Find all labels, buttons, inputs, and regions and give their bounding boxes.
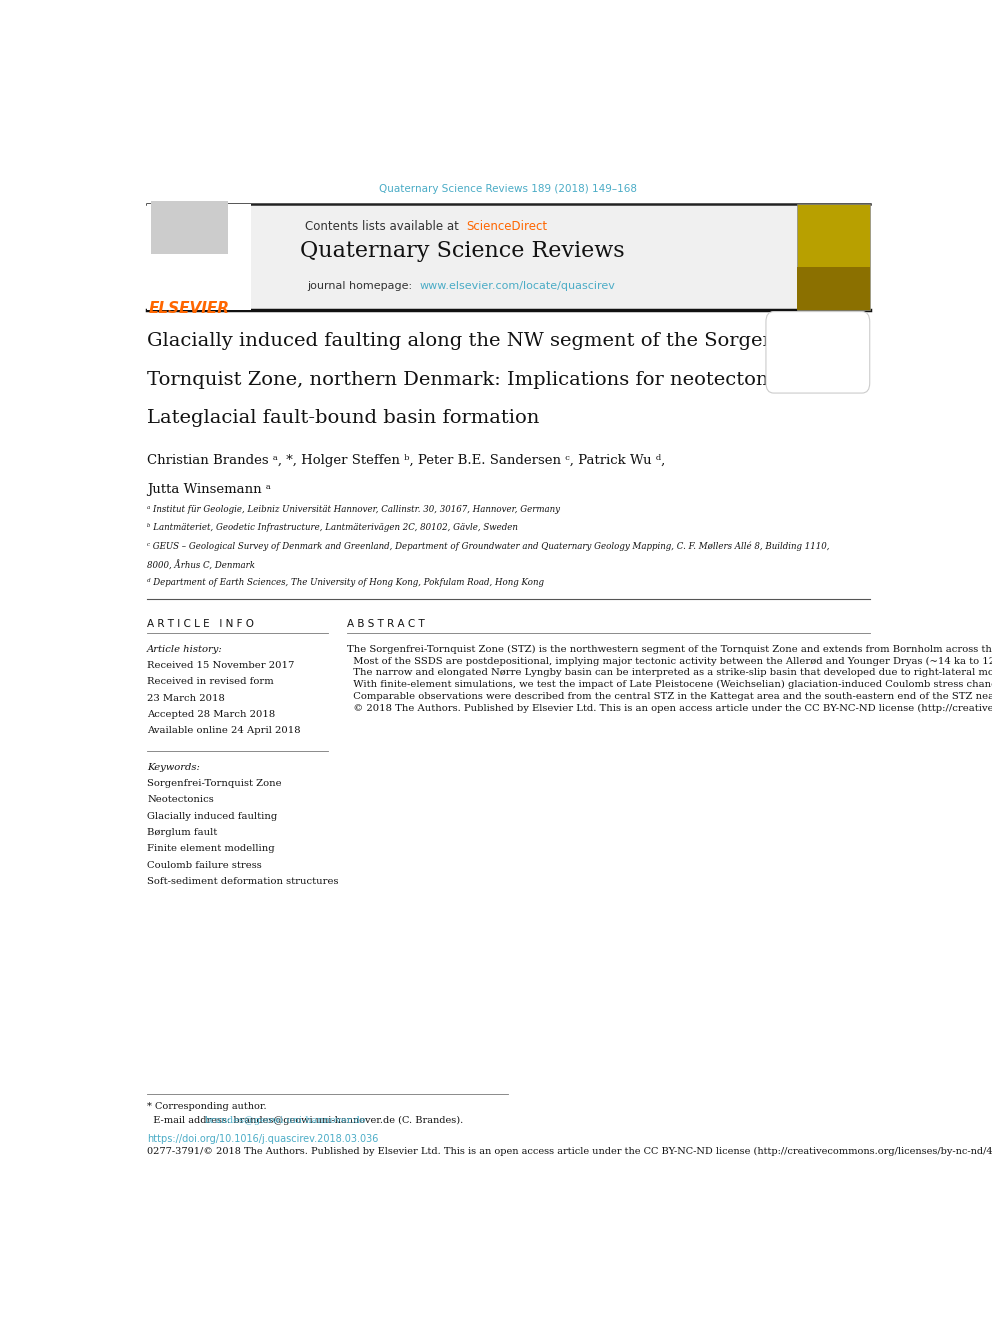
Text: 23 March 2018: 23 March 2018 bbox=[147, 693, 225, 703]
FancyBboxPatch shape bbox=[797, 204, 870, 310]
Text: Quaternary Science Reviews: Quaternary Science Reviews bbox=[300, 241, 625, 262]
Text: Lateglacial fault-bound basin formation: Lateglacial fault-bound basin formation bbox=[147, 409, 540, 427]
Text: Keywords:: Keywords: bbox=[147, 763, 200, 771]
Text: journal homepage:: journal homepage: bbox=[308, 280, 417, 291]
Text: Neotectonics: Neotectonics bbox=[147, 795, 214, 804]
Text: Received 15 November 2017: Received 15 November 2017 bbox=[147, 662, 295, 669]
Text: The Sorgenfrei-Tornquist Zone (STZ) is the northwestern segment of the Tornquist: The Sorgenfrei-Tornquist Zone (STZ) is t… bbox=[347, 644, 992, 713]
Text: 0277-3791/© 2018 The Authors. Published by Elsevier Ltd. This is an open access : 0277-3791/© 2018 The Authors. Published … bbox=[147, 1147, 992, 1156]
Text: ScienceDirect: ScienceDirect bbox=[466, 220, 548, 233]
FancyBboxPatch shape bbox=[151, 201, 228, 254]
Text: Glacially induced faulting: Glacially induced faulting bbox=[147, 812, 278, 820]
Text: ELSEVIER: ELSEVIER bbox=[149, 302, 230, 316]
Text: Christian Brandes ᵃ, *, Holger Steffen ᵇ, Peter B.E. Sandersen ᶜ, Patrick Wu ᵈ,: Christian Brandes ᵃ, *, Holger Steffen ᵇ… bbox=[147, 454, 666, 467]
Text: Jutta Winsemann ᵃ: Jutta Winsemann ᵃ bbox=[147, 483, 271, 496]
Text: Sorgenfrei-Tornquist Zone: Sorgenfrei-Tornquist Zone bbox=[147, 779, 282, 789]
Text: Quaternary Science Reviews 189 (2018) 149–168: Quaternary Science Reviews 189 (2018) 14… bbox=[379, 184, 638, 194]
Text: Contents lists available at: Contents lists available at bbox=[305, 220, 462, 233]
Text: Børglum fault: Børglum fault bbox=[147, 828, 217, 837]
Text: www.elsevier.com/locate/quascirev: www.elsevier.com/locate/quascirev bbox=[420, 280, 616, 291]
Text: https://doi.org/10.1016/j.quascirev.2018.03.036: https://doi.org/10.1016/j.quascirev.2018… bbox=[147, 1134, 378, 1143]
FancyBboxPatch shape bbox=[147, 204, 251, 310]
Text: Accepted 28 March 2018: Accepted 28 March 2018 bbox=[147, 710, 276, 718]
Text: Tornquist Zone, northern Denmark: Implications for neotectonics and: Tornquist Zone, northern Denmark: Implic… bbox=[147, 370, 839, 389]
Text: Finite element modelling: Finite element modelling bbox=[147, 844, 275, 853]
Text: brandes@geowi.uni-hannover.de: brandes@geowi.uni-hannover.de bbox=[204, 1117, 366, 1126]
Text: ᶜ GEUS – Geological Survey of Denmark and Greenland, Department of Groundwater a: ᶜ GEUS – Geological Survey of Denmark an… bbox=[147, 542, 829, 552]
Text: A B S T R A C T: A B S T R A C T bbox=[347, 619, 425, 630]
Text: ᵃ Institut für Geologie, Leibniz Universität Hannover, Callinstr. 30, 30167, Han: ᵃ Institut für Geologie, Leibniz Univers… bbox=[147, 505, 560, 515]
Text: Glacially induced faulting along the NW segment of the Sorgenfrei-: Glacially induced faulting along the NW … bbox=[147, 332, 816, 351]
Text: * Corresponding author.: * Corresponding author. bbox=[147, 1102, 267, 1111]
FancyBboxPatch shape bbox=[797, 267, 870, 310]
Text: Article history:: Article history: bbox=[147, 644, 223, 654]
Text: Coulomb failure stress: Coulomb failure stress bbox=[147, 861, 262, 869]
Text: ᵈ Department of Earth Sciences, The University of Hong Kong, Pokfulam Road, Hong: ᵈ Department of Earth Sciences, The Univ… bbox=[147, 578, 544, 587]
Text: 8000, Århus C, Denmark: 8000, Århus C, Denmark bbox=[147, 560, 255, 570]
FancyBboxPatch shape bbox=[766, 312, 870, 393]
Text: E-mail address: brandes@geowi.uni-hannover.de (C. Brandes).: E-mail address: brandes@geowi.uni-hannov… bbox=[147, 1117, 463, 1126]
Text: Available online 24 April 2018: Available online 24 April 2018 bbox=[147, 726, 301, 736]
Text: ᵇ Lantmäteriet, Geodetic Infrastructure, Lantmäterivägen 2C, 80102, Gävle, Swede: ᵇ Lantmäteriet, Geodetic Infrastructure,… bbox=[147, 524, 518, 532]
Text: Check for
updates: Check for updates bbox=[800, 363, 835, 382]
Text: A R T I C L E   I N F O: A R T I C L E I N F O bbox=[147, 619, 254, 630]
Text: Soft-sediment deformation structures: Soft-sediment deformation structures bbox=[147, 877, 338, 886]
Text: Received in revised form: Received in revised form bbox=[147, 677, 274, 687]
FancyBboxPatch shape bbox=[251, 204, 805, 310]
